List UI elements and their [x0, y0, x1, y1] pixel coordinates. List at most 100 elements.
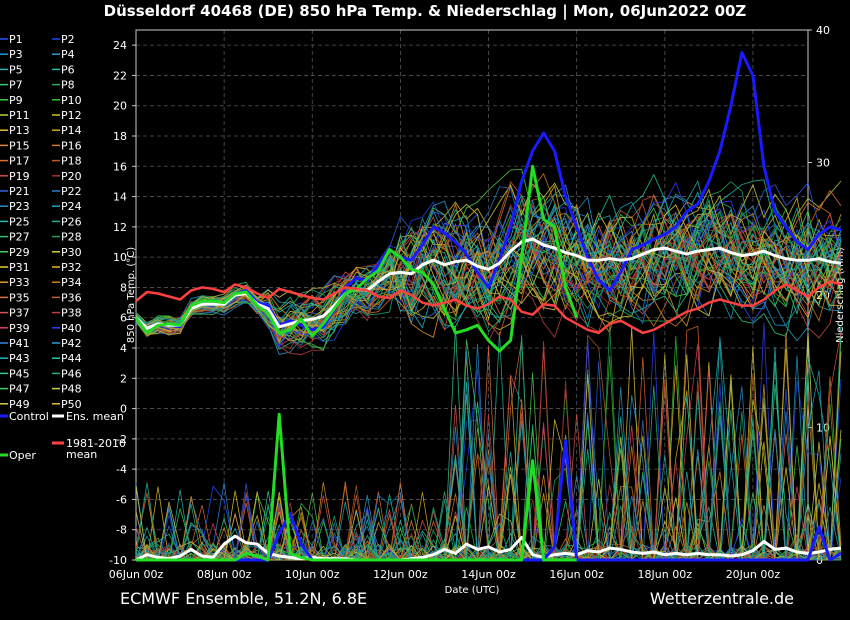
legend-label-p34: P34 — [61, 276, 82, 289]
legend-label-p22: P22 — [61, 185, 82, 198]
legend-label-p20: P20 — [61, 170, 82, 183]
legend-label-p3: P3 — [9, 48, 23, 61]
ens-mean-precipitation-line — [135, 534, 842, 562]
y-tick-label: 12 — [113, 221, 127, 234]
y-axis-label: 850 hPa Temp. (°C) — [126, 247, 137, 343]
legend-label-p1: P1 — [9, 33, 23, 46]
y-tick-label: 20 — [113, 100, 127, 113]
chart-title: Düsseldorf 40468 (DE) 850 hPa Temp. & Ni… — [103, 2, 747, 20]
legend-label-p23: P23 — [9, 200, 30, 213]
legend-label-p32: P32 — [61, 261, 82, 274]
member-line-p41 — [135, 209, 842, 336]
y2-tick-label: 40 — [816, 24, 830, 37]
legend-label-p45: P45 — [9, 367, 30, 380]
legend-label-p24: P24 — [61, 200, 82, 213]
legend-label-p40: P40 — [61, 322, 82, 335]
y-tick-label: 2 — [120, 372, 127, 385]
legend-label-p46: P46 — [61, 367, 82, 380]
legend-label-p26: P26 — [61, 215, 82, 228]
legend-label-p12: P12 — [61, 109, 82, 122]
legend-label-p47: P47 — [9, 383, 30, 396]
x-tick-label: 18Jun 00z — [638, 568, 693, 581]
legend-label-p9: P9 — [9, 94, 23, 107]
legend-label-p38: P38 — [61, 307, 82, 320]
legend-label-p48: P48 — [61, 383, 82, 396]
1981-2010-mean-temperature-line — [135, 280, 842, 335]
y-tick-label: 4 — [120, 342, 127, 355]
legend-label-p5: P5 — [9, 63, 23, 76]
y-tick-label: 10 — [113, 251, 127, 264]
legend-label-p29: P29 — [9, 246, 30, 259]
legend-label-p14: P14 — [61, 124, 82, 137]
legend-label-p41: P41 — [9, 337, 30, 350]
legend: P1 P2 P3 P4 P5 P6 P7 P8 P9 P10 P11 P12 P13 P14 P15 P16 P… — [0, 33, 82, 457]
legend-label-p7: P7 — [9, 79, 23, 92]
x-tick-label: 10Jun 00z — [285, 568, 340, 581]
legend-label-ens-mean: Ens. mean — [66, 410, 124, 423]
legend-label-p8: P8 — [61, 79, 75, 92]
legend-label-climate-mean-2: mean — [66, 448, 97, 461]
y2-tick-label: 0 — [816, 554, 823, 567]
legend-label-p15: P15 — [9, 139, 30, 152]
legend-label-p30: P30 — [61, 246, 82, 259]
x-tick-label: 14Jun 00z — [461, 568, 516, 581]
y-tick-label: -4 — [116, 463, 127, 476]
member-line-p47 — [135, 203, 842, 351]
source-credit: Wetterzentrale.de — [649, 589, 794, 608]
x-tick-label: 12Jun 00z — [373, 568, 428, 581]
y-tick-label: 24 — [113, 39, 127, 52]
legend-label-p27: P27 — [9, 231, 30, 244]
legend-label-p11: P11 — [9, 109, 30, 122]
y2-tick-label: 30 — [816, 157, 830, 170]
x-tick-label: 06Jun 00z — [109, 568, 164, 581]
legend-label-p39: P39 — [9, 322, 30, 335]
legend-label-p19: P19 — [9, 170, 30, 183]
legend-label-p33: P33 — [9, 276, 30, 289]
y-tick-label: 16 — [113, 160, 127, 173]
legend-label-p44: P44 — [61, 352, 82, 365]
legend-label-p21: P21 — [9, 185, 30, 198]
x-tick-label: 20Jun 00z — [726, 568, 781, 581]
legend-label-p4: P4 — [61, 48, 75, 61]
legend-label-p6: P6 — [61, 63, 75, 76]
y-tick-label: -6 — [116, 493, 127, 506]
y2-axis-label: Niederschlag (mm) — [835, 247, 846, 343]
y-tick-label: 18 — [113, 130, 127, 143]
legend-label-oper: Oper — [9, 449, 36, 462]
legend-label-climate-mean-1: 1981-2010 — [66, 437, 126, 450]
legend-label-p49: P49 — [9, 398, 30, 411]
y-tick-label: 14 — [113, 191, 127, 204]
legend-label-p17: P17 — [9, 155, 30, 168]
legend-label-p37: P37 — [9, 307, 30, 320]
y-tick-label: 22 — [113, 69, 127, 82]
legend-label-p25: P25 — [9, 215, 30, 228]
member-precip-p31 — [135, 339, 842, 561]
legend-label-p50: P50 — [61, 398, 82, 411]
member-line-p42 — [135, 196, 842, 329]
legend-label-p28: P28 — [61, 231, 82, 244]
model-info: ECMWF Ensemble, 51.2N, 6.8E — [120, 589, 368, 608]
x-tick-label: 08Jun 00z — [197, 568, 252, 581]
x-tick-label: 16Jun 00z — [549, 568, 604, 581]
legend-label-p35: P35 — [9, 291, 30, 304]
legend-label-p42: P42 — [61, 337, 82, 350]
oper-precipitation-line — [136, 412, 577, 562]
ensemble-members — [135, 168, 842, 562]
y-tick-label: 6 — [120, 312, 127, 325]
y-tick-label: 8 — [120, 281, 127, 294]
y-tick-label: -8 — [116, 524, 127, 537]
legend-label-p18: P18 — [61, 155, 82, 168]
legend-label-p10: P10 — [61, 94, 82, 107]
y-tick-label: 0 — [120, 403, 127, 416]
legend-label-p36: P36 — [61, 291, 82, 304]
legend-label-p43: P43 — [9, 352, 30, 365]
legend-label-p2: P2 — [61, 33, 75, 46]
x-axis-label: Date (UTC) — [445, 585, 500, 596]
legend-label-control: Control — [9, 410, 49, 423]
y-tick-label: -10 — [109, 554, 127, 567]
legend-label-p16: P16 — [61, 139, 82, 152]
legend-label-p31: P31 — [9, 261, 30, 274]
legend-label-p13: P13 — [9, 124, 30, 137]
